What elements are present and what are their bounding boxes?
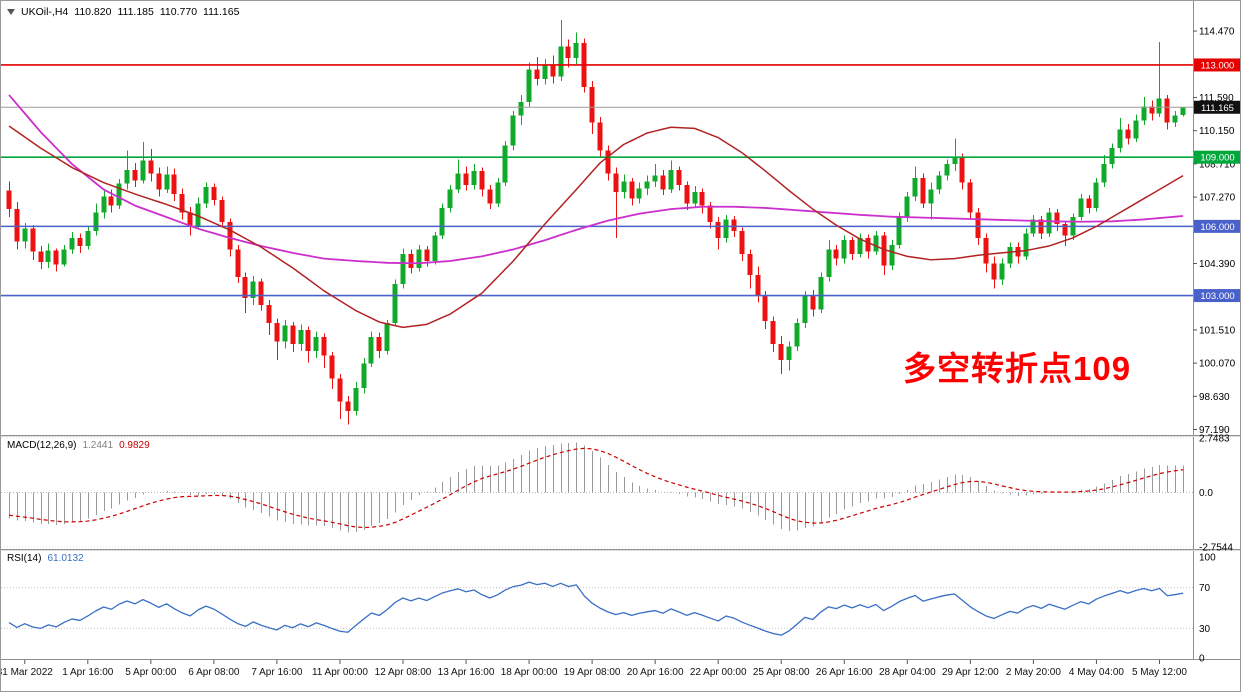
rsi-tick-label: 70 (1199, 583, 1211, 594)
time-label: 22 Apr 00:00 (690, 667, 747, 678)
time-label: 13 Apr 16:00 (438, 667, 495, 678)
rsi-line (8, 581, 1184, 636)
quote-header: UKOil-,H4 110.820 111.185 110.770 111.16… (7, 6, 239, 18)
quote-close: 111.165 (203, 6, 240, 18)
time-label: 5 Apr 00:00 (125, 667, 177, 678)
price-tick-label: 108.710 (1199, 159, 1236, 170)
macd-histogram (9, 442, 1184, 533)
quote-low: 110.770 (159, 6, 198, 18)
quote-open: 110.820 (74, 6, 112, 18)
macd-tick-label: 2.7483 (1199, 434, 1230, 445)
price-badge-113.000-label: 113.000 (1201, 60, 1235, 71)
rsi-indicator-label: RSI(14) 61.0132 (7, 553, 84, 564)
rsi-name: RSI(14) (7, 553, 42, 564)
time-label: 5 May 12:00 (1132, 667, 1187, 678)
time-label: 11 Apr 00:00 (312, 667, 368, 678)
time-label: 6 Apr 08:00 (188, 667, 240, 678)
price-tick-label: 107.270 (1199, 193, 1236, 204)
rsi-tick-label: 100 (1199, 553, 1216, 564)
price-tick-label: 111.590 (1199, 93, 1234, 104)
time-label: 29 Apr 12:00 (942, 667, 999, 678)
current-price-badge (1194, 100, 1240, 114)
time-label: 20 Apr 16:00 (627, 667, 684, 678)
symbol-period-label: UKOil-,H4 (21, 6, 69, 18)
time-label: 19 Apr 08:00 (564, 667, 621, 678)
ma-darkred-line (8, 125, 1184, 329)
time-label: 1 Apr 16:00 (62, 667, 114, 678)
candles-layer (6, 19, 1186, 425)
quote-high: 111.185 (117, 6, 154, 18)
time-label: 18 Apr 00:00 (501, 667, 558, 678)
price-badge-113.000 (1194, 58, 1240, 72)
ma-magenta-line (8, 94, 1184, 265)
rsi-value: 61.0132 (47, 553, 84, 564)
time-label: 7 Apr 16:00 (251, 667, 303, 678)
price-badge-106.000-label: 106.000 (1200, 222, 1234, 233)
time-label: 12 Apr 08:00 (375, 667, 432, 678)
price-tick-label: 114.470 (1199, 27, 1235, 38)
price-tick-label: 110.150 (1199, 126, 1235, 137)
macd-signal-line (8, 447, 1184, 529)
price-badge-109.000 (1194, 150, 1240, 164)
rsi-tick-label: 30 (1199, 624, 1211, 635)
time-label: 4 May 04:00 (1069, 667, 1124, 678)
macd-tick-label: 0.0 (1199, 488, 1213, 499)
price-tick-label: 97.190 (1199, 425, 1230, 436)
macd-signal-value: 0.9829 (119, 440, 150, 451)
time-label: 2 May 20:00 (1006, 667, 1061, 678)
time-label: 25 Apr 08:00 (753, 667, 810, 678)
price-tick-label: 98.630 (1199, 392, 1230, 403)
price-badge-103.000-label: 103.000 (1200, 291, 1234, 302)
time-label: 26 Apr 16:00 (816, 667, 873, 678)
time-axis[interactable] (1, 660, 1241, 692)
price-badge-103.000 (1194, 289, 1240, 303)
macd-tick-label: -2.7544 (1199, 543, 1233, 554)
price-tick-label: 101.510 (1199, 325, 1236, 336)
time-label: 31 Mar 2022 (1, 667, 53, 678)
macd-main-value: 1.2441 (82, 440, 114, 451)
macd-indicator-label: MACD(12,26,9) 1.2441 0.9829 (7, 440, 150, 451)
current-price-badge-label: 111.165 (1201, 103, 1234, 114)
text-annotation[interactable]: 多空转折点109 (903, 350, 1132, 387)
macd-name: MACD(12,26,9) (7, 440, 77, 451)
price-tick-label: 104.390 (1199, 259, 1236, 270)
time-label: 28 Apr 04:00 (879, 667, 936, 678)
price-badge-109.000-label: 109.000 (1200, 153, 1234, 164)
rsi-tick-label: 0 (1199, 654, 1205, 665)
price-tick-label: 100.070 (1199, 359, 1236, 370)
chart-marker-icon (7, 9, 15, 15)
price-badge-106.000 (1194, 219, 1240, 233)
